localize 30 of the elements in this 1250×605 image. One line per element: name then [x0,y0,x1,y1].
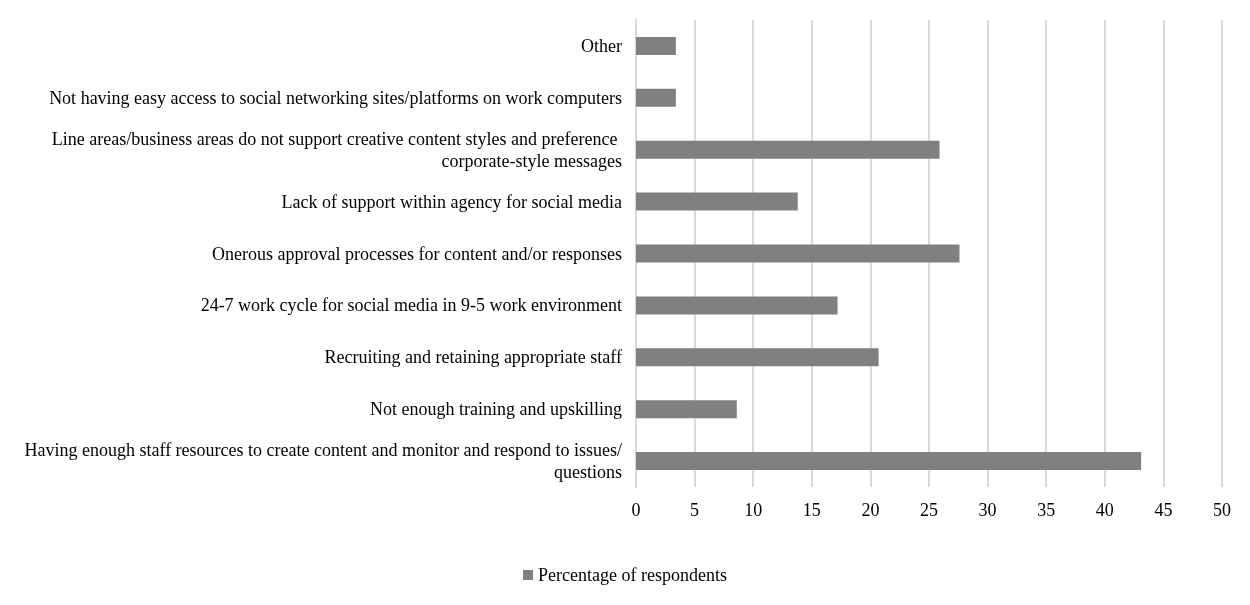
y-tick-label: Not enough training and upskilling [370,399,622,420]
bar [636,36,676,55]
x-tick-label: 20 [861,500,880,520]
bar [636,192,798,211]
x-tick-label: 50 [1213,500,1231,520]
legend-label: Percentage of respondents [538,565,727,585]
y-tick-label: Having enough staff resources to create content and monitor and respond to issues/questions [24,440,622,483]
bar [636,452,1142,471]
y-tick-label: Line areas/business areas do not support creative content styles and preference corporate-style messages [51,128,622,171]
x-tick-label: 10 [744,500,763,520]
x-tick-label: 5 [690,500,700,520]
bar [636,140,940,159]
y-tick-label: Recruiting and retaining appropriate staff [324,347,623,368]
y-tick-label: Other [581,35,622,56]
bar [636,88,676,107]
x-tick-label: 35 [1037,500,1056,520]
y-tick-label: Lack of support within agency for social media [281,191,622,212]
y-tick-label: Onerous approval processes for content and/or responses [212,243,622,264]
bar [636,400,737,419]
x-tick-label: 15 [802,500,821,520]
bar [636,348,879,367]
x-tick-label: 40 [1095,500,1114,520]
x-tick-label: 0 [631,500,641,520]
y-tick-label: Not having easy access to social networking sites/platforms on work computers [49,87,622,108]
bar [636,296,838,315]
x-tick-label: 45 [1154,500,1173,520]
x-tick-label: 30 [978,500,997,520]
y-tick-label: 24-7 work cycle for social media in 9-5 work environment [200,295,622,316]
bar [636,244,960,263]
x-tick-label: 25 [920,500,938,520]
